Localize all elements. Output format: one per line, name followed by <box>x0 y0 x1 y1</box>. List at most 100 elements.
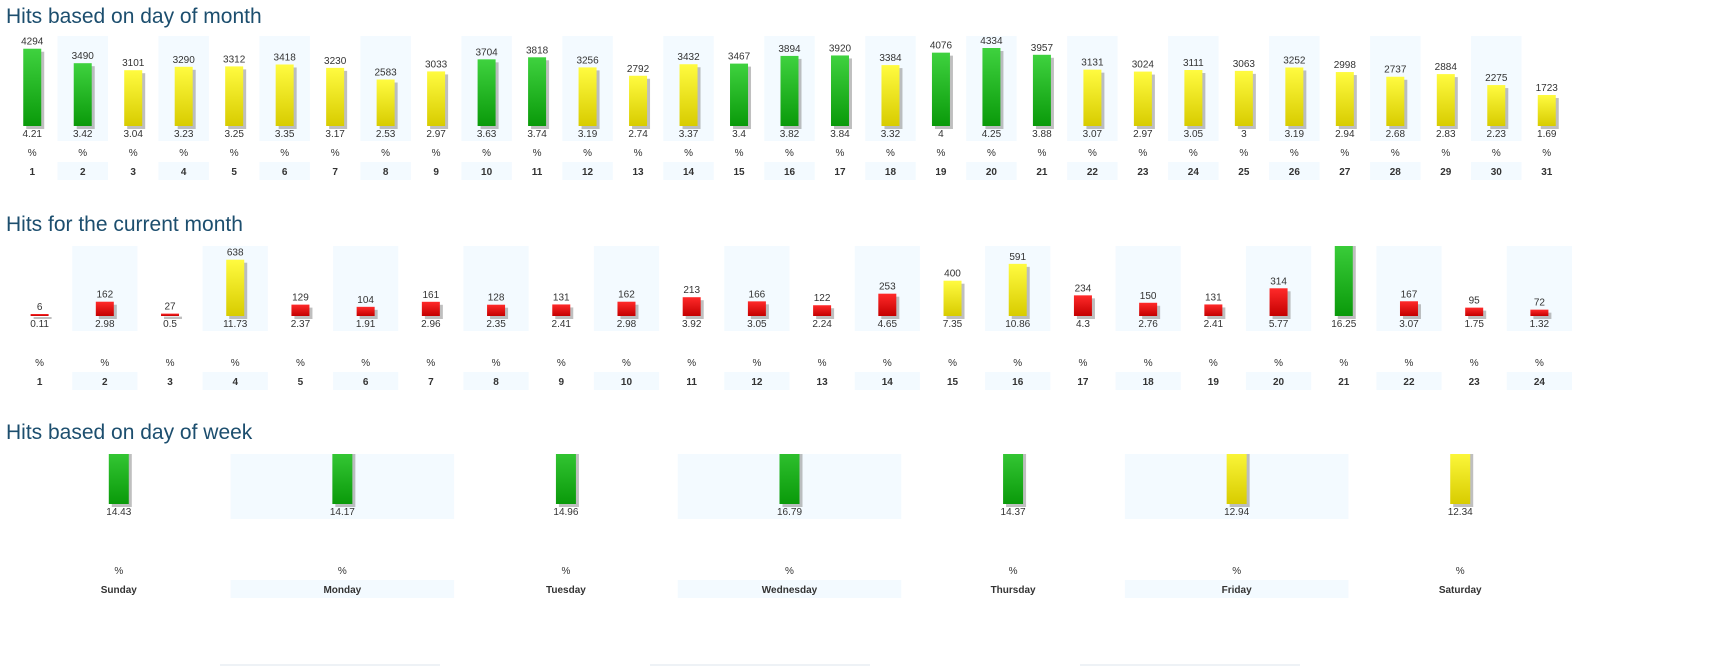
unit-label: % <box>987 148 996 159</box>
percent-label: 3.74 <box>527 129 547 140</box>
category-band <box>966 162 1017 180</box>
value-label: 3290 <box>173 55 196 66</box>
bar <box>1184 70 1203 126</box>
unit-label: % <box>836 148 845 159</box>
percent-label: 3.4 <box>732 129 746 140</box>
unit-label: % <box>1290 148 1299 159</box>
category-label: 12 <box>751 377 763 388</box>
category-band <box>1124 580 1349 598</box>
category-band <box>463 372 529 390</box>
percent-label: 2.23 <box>1487 129 1507 140</box>
category-label: 2 <box>80 167 86 178</box>
bar <box>174 66 193 126</box>
bar <box>487 304 506 316</box>
unit-label: % <box>622 358 631 369</box>
value-label: 3704 <box>475 47 498 58</box>
category-label: 31 <box>1541 167 1553 178</box>
category-band <box>202 372 268 390</box>
percent-label: 3.92 <box>682 319 702 330</box>
bar <box>1436 74 1455 126</box>
bar <box>1335 72 1354 126</box>
unit-label: % <box>231 358 240 369</box>
value-label: 3490 <box>72 51 95 62</box>
unit-label: % <box>129 148 138 159</box>
bar <box>1269 288 1288 316</box>
bar <box>578 67 597 126</box>
percent-label: 2.98 <box>95 319 115 330</box>
category-label: 5 <box>231 167 237 178</box>
percent-label: 7.35 <box>943 319 963 330</box>
bar <box>108 454 129 504</box>
category-label: 17 <box>834 167 846 178</box>
percent-label: 2.98 <box>617 319 637 330</box>
category-band <box>57 162 108 180</box>
unit-label: % <box>426 358 435 369</box>
bar <box>1003 454 1024 504</box>
category-band <box>230 580 455 598</box>
category-label: 11 <box>532 167 543 178</box>
percent-label: 2.96 <box>421 319 441 330</box>
value-label: 162 <box>618 290 635 301</box>
percent-label: 2.24 <box>812 319 832 330</box>
value-label: 2884 <box>1435 62 1458 73</box>
bar <box>747 301 766 316</box>
category-label: 15 <box>733 167 745 178</box>
category-band <box>1067 162 1118 180</box>
value-label: 400 <box>944 269 961 280</box>
category-label: 14 <box>683 167 695 178</box>
category-label: 22 <box>1403 377 1415 388</box>
category-band <box>259 162 310 180</box>
category-label: 13 <box>817 377 829 388</box>
value-label: 4076 <box>930 41 953 52</box>
category-label: Thursday <box>991 585 1036 596</box>
value-label: 2737 <box>1384 65 1407 76</box>
bar <box>629 75 648 126</box>
value-label: 3230 <box>324 56 347 67</box>
day-of-week-chart: 1471814.43%Sunday1444814.17%Monday152521… <box>101 454 1482 598</box>
percent-label: 2.83 <box>1436 129 1456 140</box>
percent-label: 1.75 <box>1464 319 1484 330</box>
category-band <box>985 372 1051 390</box>
category-label: 7 <box>332 167 338 178</box>
category-label: 13 <box>632 167 644 178</box>
value-label: 3920 <box>829 43 852 54</box>
value-label: 6 <box>37 302 43 313</box>
category-band <box>1471 162 1522 180</box>
unit-label: % <box>331 148 340 159</box>
unit-label: % <box>634 148 643 159</box>
bar <box>421 301 440 316</box>
bar <box>1073 295 1092 316</box>
category-label: 3 <box>167 377 173 388</box>
value-label: 3957 <box>1031 43 1054 54</box>
bar <box>427 71 446 126</box>
category-label: 20 <box>986 167 998 178</box>
value-label: 161 <box>423 290 440 301</box>
value-label: 213 <box>683 285 700 296</box>
bar <box>779 454 800 504</box>
category-band <box>360 162 411 180</box>
category-label: 8 <box>383 167 389 178</box>
value-label: 150 <box>1140 291 1157 302</box>
category-label: Saturday <box>1439 585 1482 596</box>
percent-label: 2.76 <box>1138 319 1158 330</box>
percent-label: 2.41 <box>552 319 572 330</box>
bar <box>1530 309 1549 316</box>
bar <box>1334 246 1353 316</box>
category-label: 18 <box>1143 377 1155 388</box>
percent-label: 2.41 <box>1204 319 1224 330</box>
category-label: 27 <box>1339 167 1351 178</box>
unit-label: % <box>886 148 895 159</box>
percent-label: 12.94 <box>1224 507 1249 518</box>
bar <box>1032 54 1051 126</box>
category-label: Sunday <box>101 585 138 596</box>
bar <box>332 454 353 504</box>
category-label: 26 <box>1289 167 1301 178</box>
bar <box>982 48 1001 126</box>
unit-label: % <box>1078 358 1087 369</box>
category-label: 30 <box>1491 167 1503 178</box>
value-label: 104 <box>357 295 374 306</box>
bar <box>813 305 832 316</box>
category-label: 16 <box>1012 377 1024 388</box>
bar <box>226 259 245 316</box>
percent-label: 3.05 <box>747 319 767 330</box>
